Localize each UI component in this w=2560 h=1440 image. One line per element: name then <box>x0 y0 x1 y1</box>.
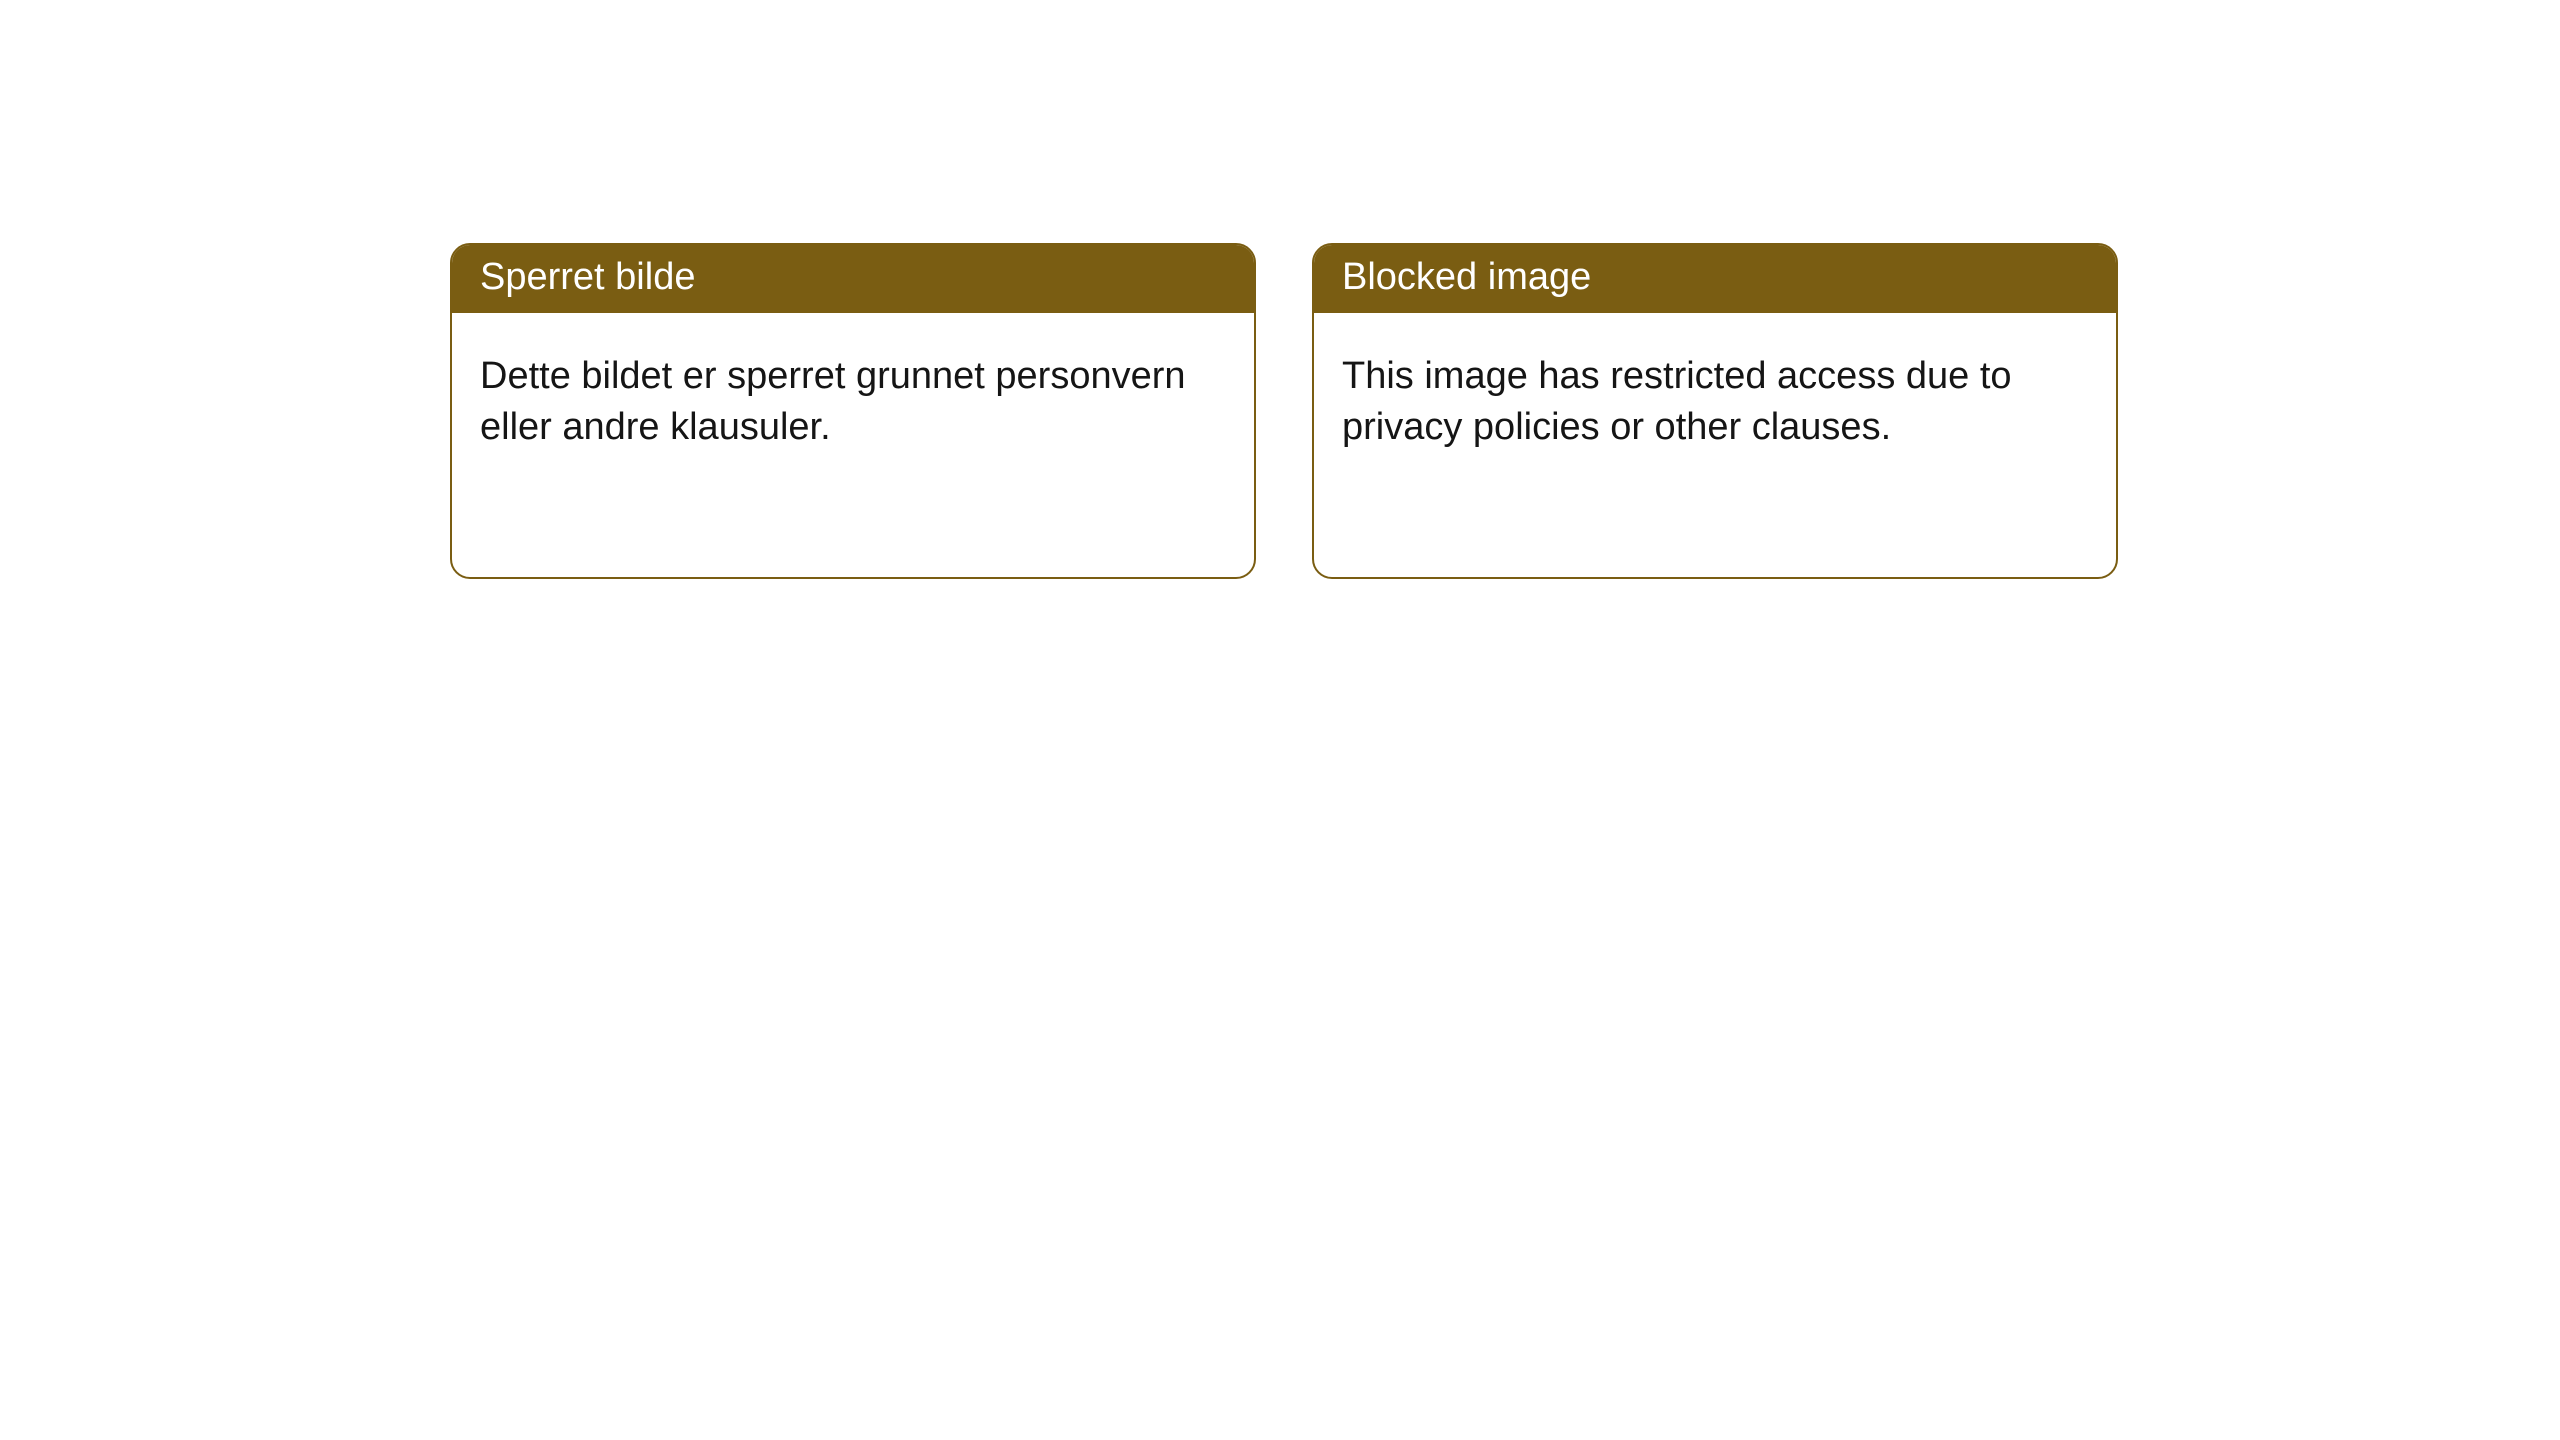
notice-container: Sperret bilde Dette bildet er sperret gr… <box>0 0 2560 579</box>
notice-card-body: This image has restricted access due to … <box>1314 313 2116 492</box>
notice-card-norwegian: Sperret bilde Dette bildet er sperret gr… <box>450 243 1256 579</box>
notice-card-title: Blocked image <box>1314 245 2116 313</box>
notice-card-body: Dette bildet er sperret grunnet personve… <box>452 313 1254 492</box>
notice-card-english: Blocked image This image has restricted … <box>1312 243 2118 579</box>
notice-card-title: Sperret bilde <box>452 245 1254 313</box>
